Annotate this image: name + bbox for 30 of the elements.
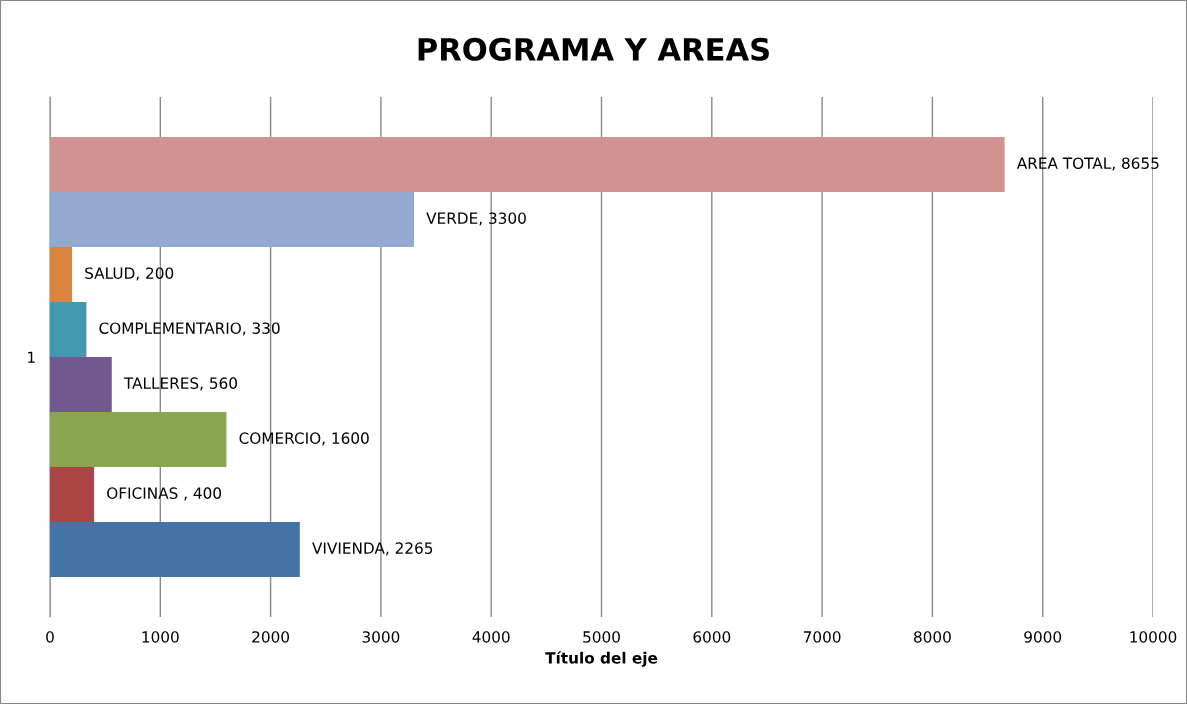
x-tick-label: 1000 — [142, 631, 179, 643]
bar — [50, 466, 95, 522]
x-tick-label: 10000 — [1130, 631, 1177, 643]
data-label: SALUD, 200 — [85, 267, 174, 281]
data-label: COMPLEMENTARIO, 330 — [99, 322, 280, 336]
data-label: COMERCIO, 1600 — [239, 432, 369, 446]
x-tick-label: 6000 — [693, 631, 731, 643]
x-tick-label: 5000 — [583, 631, 620, 643]
bar — [50, 302, 87, 357]
bar — [50, 192, 414, 248]
x-tick-label: 9000 — [1024, 631, 1062, 643]
x-tick-label: 3000 — [362, 631, 400, 643]
data-label: VERDE, 3300 — [426, 212, 526, 226]
x-tick-label: 4000 — [472, 631, 510, 643]
x-tick-label: 7000 — [803, 631, 841, 643]
x-axis-title: Título del eje — [545, 651, 658, 667]
data-label: VIVIENDA, 2265 — [312, 542, 433, 556]
bar — [50, 357, 112, 412]
bar — [50, 411, 227, 467]
bar — [50, 247, 73, 303]
x-tick-label: 8000 — [913, 631, 951, 643]
x-tick-label: 0 — [46, 631, 54, 643]
data-label: OFICINAS , 400 — [107, 487, 222, 501]
x-tick-label: 2000 — [252, 631, 290, 643]
data-label: TALLERES, 560 — [123, 377, 237, 391]
data-label: AREA TOTAL, 8655 — [1016, 157, 1159, 171]
y-tick-label: 1 — [28, 351, 35, 363]
chart-title: PROGRAMA Y AREAS — [418, 37, 769, 61]
bar — [50, 521, 300, 577]
bar — [50, 137, 1005, 193]
